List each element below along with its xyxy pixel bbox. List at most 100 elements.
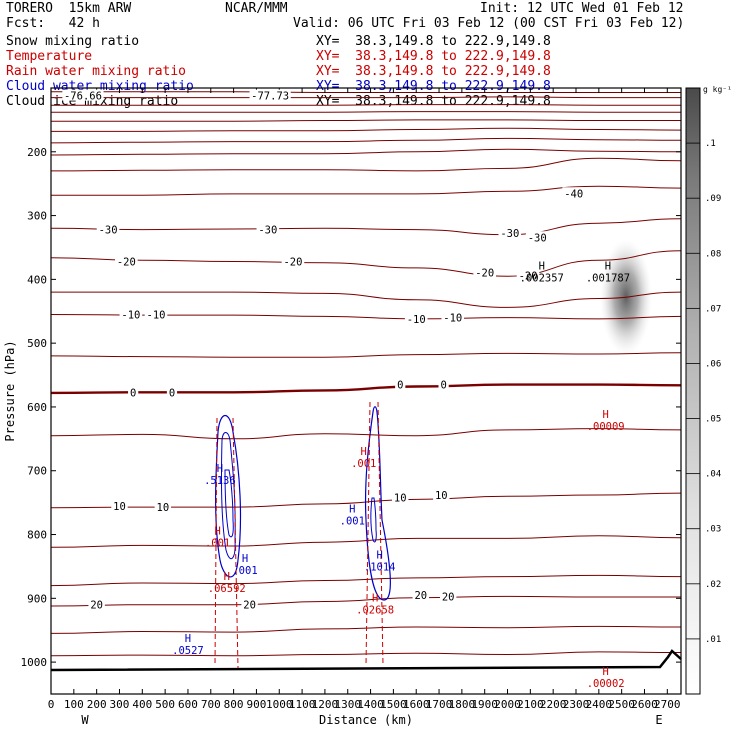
isotherm-label-19: 10 [113, 501, 126, 513]
x-tick-label-19: 1900 [471, 698, 498, 711]
y-tick-label-6: 800 [27, 529, 47, 542]
field-name-3: Cloud water mixing ratio [6, 79, 194, 94]
x-tick-label-11: 1100 [289, 698, 316, 711]
isotherm-label-24: 20 [243, 600, 256, 612]
plot-frame [50, 87, 682, 695]
isotherm-7 [50, 148, 682, 156]
maximum-value-8: .001 [351, 458, 376, 470]
y-tick-label-8: 1000 [21, 656, 48, 669]
isotherm-label-bg-17 [395, 378, 406, 390]
isotherm-label-bg-3 [96, 223, 120, 235]
isotherm-22 [50, 651, 682, 657]
isotherm-label-bg-25 [412, 589, 429, 601]
terrain-line [50, 649, 682, 672]
cloud-contour-b2 [370, 497, 377, 543]
isotherm-label-21: 10 [394, 493, 407, 505]
field-xy-2: XY= 38.3,149.8 to 222.9,149.8 [316, 64, 551, 79]
maximum-value-12: .00002 [587, 678, 625, 690]
isotherm-label-10: -20 [519, 271, 538, 283]
x-tick-label-23: 2300 [563, 698, 590, 711]
isotherm-label-25: 20 [414, 590, 427, 602]
colorbar-label-9: .1 [705, 139, 716, 149]
maximum-value-7: .0527 [172, 645, 204, 657]
isotherm-label-23: 20 [90, 600, 103, 612]
isotherm-label-0: -76.66 [64, 91, 102, 103]
isotherm-label-bg-1 [249, 89, 291, 101]
isotherm-10 [50, 218, 682, 236]
isotherm-label-bg-20 [154, 501, 172, 513]
maximum-value-9: .001 [340, 515, 365, 527]
isotherm-label-12: -10 [147, 309, 166, 321]
isotherm-label-17: 0 [397, 380, 403, 392]
x-end-right: E [655, 713, 662, 727]
maximum-marker-8: H [361, 446, 367, 458]
isotherm-label-bg-5 [498, 226, 522, 238]
isotherm-15 [50, 383, 682, 395]
x-tick-label-17: 1700 [426, 698, 453, 711]
isotherm-label-bg-15 [128, 386, 139, 398]
x-end-left: W [81, 713, 89, 727]
isotherm-label-bg-19 [111, 499, 128, 511]
field-name-2: Rain water mixing ratio [6, 64, 187, 79]
x-tick-label-24: 2400 [586, 698, 613, 711]
maximum-marker-2: H [603, 409, 609, 421]
maximum-value-10: .1014 [364, 561, 396, 573]
isotherm-8 [50, 157, 682, 172]
isotherm-1 [51, 96, 681, 99]
isotherm-label-5: -30 [500, 228, 519, 240]
rain-contour-b [365, 401, 384, 666]
x-tick-label-25: 2500 [608, 698, 635, 711]
isotherm-0 [51, 91, 681, 94]
isotherm-label-6: -30 [528, 232, 547, 244]
x-tick-label-14: 1400 [357, 698, 384, 711]
colorbar-label-3: .04 [705, 470, 721, 480]
rain-water-contours [214, 401, 384, 669]
maximum-marker-5: H [242, 553, 248, 565]
x-tick-label-5: 500 [155, 698, 175, 711]
y-tick-label-2: 400 [27, 273, 47, 286]
x-axis-label: Distance (km) [319, 713, 413, 727]
x-tick-label-0: 0 [48, 698, 55, 711]
isotherm-5 [50, 127, 682, 132]
forecast-hour: Fcst: 42 h [6, 16, 100, 31]
colorbar-label-2: .03 [705, 525, 721, 535]
isotherm-6 [50, 137, 682, 144]
maximum-marker-6: H [224, 571, 230, 583]
isotherm-label-bg-0 [62, 89, 104, 101]
isotherm-label-16: 0 [169, 387, 175, 399]
init-time: Init: 12 UTC Wed 01 Feb 12 [480, 1, 684, 16]
isotherm-20 [50, 595, 681, 607]
colorbar-label-1: .02 [705, 580, 721, 590]
isotherm-label-bg-26 [439, 590, 457, 602]
cloud-contour-a3 [224, 469, 234, 538]
isotherm-label-7: -20 [117, 257, 136, 269]
x-tick-label-18: 1800 [449, 698, 476, 711]
isotherm-label-2: -40 [564, 188, 583, 200]
y-tick-label-3: 500 [27, 337, 47, 350]
x-tick-label-15: 1500 [380, 698, 407, 711]
colorbar-label-7: .08 [705, 249, 721, 259]
isotherm-2 [51, 104, 681, 106]
field-name-1: Temperature [6, 49, 93, 64]
maximum-value-6: .06592 [208, 583, 246, 595]
isotherm-19 [50, 574, 682, 587]
contour-labels: -76.66 -77.73 -40 -30 -30 -30 -30 -20 -20 -20 -20 -… [62, 89, 630, 690]
center-title: NCAR/MMM [225, 1, 288, 16]
field-name-0: Snow mixing ratio [6, 34, 140, 49]
maximum-value-5: .001 [232, 565, 257, 577]
maximum-marker-12: H [603, 666, 609, 678]
isotherm-label-bg-6 [525, 231, 549, 243]
isotherm-label-bg-7 [115, 255, 138, 267]
colorbar-label-6: .07 [705, 304, 721, 314]
y-tick-label-5: 700 [27, 465, 47, 478]
colorbar-label-4: .05 [705, 415, 721, 425]
maximum-marker-3: H [217, 463, 223, 475]
isotherm-label-11: -10 [121, 309, 140, 321]
isotherm-label-bg-18 [438, 378, 449, 390]
maximum-marker-11: H [372, 593, 378, 605]
y-tick-label-0: 200 [27, 146, 47, 159]
maximum-marker-1: H [605, 260, 611, 272]
colorbar: .01 .02 .03 .04 .05 .06 .07 .08 .09 .1 g kg⁻¹ [685, 85, 732, 695]
colorbar-label-5: .06 [705, 359, 721, 369]
